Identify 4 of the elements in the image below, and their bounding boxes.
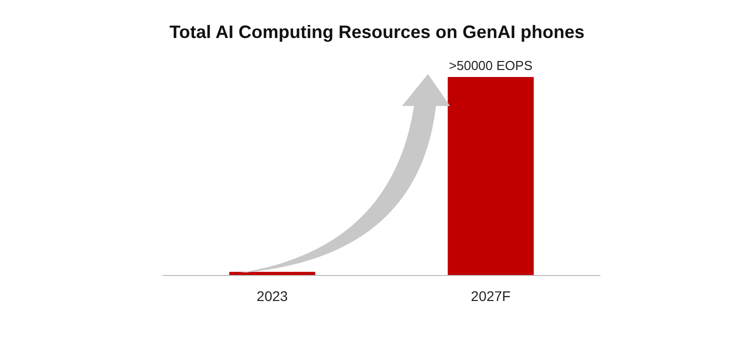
- x-tick-label: 2027F: [470, 288, 511, 304]
- x-tick-label: 2023: [256, 288, 288, 304]
- chart-title: Total AI Computing Resources on GenAI phones: [169, 22, 585, 42]
- data-label: >50000 EOPS: [449, 58, 533, 73]
